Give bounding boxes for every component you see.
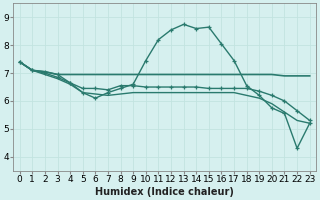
X-axis label: Humidex (Indice chaleur): Humidex (Indice chaleur) xyxy=(95,187,234,197)
